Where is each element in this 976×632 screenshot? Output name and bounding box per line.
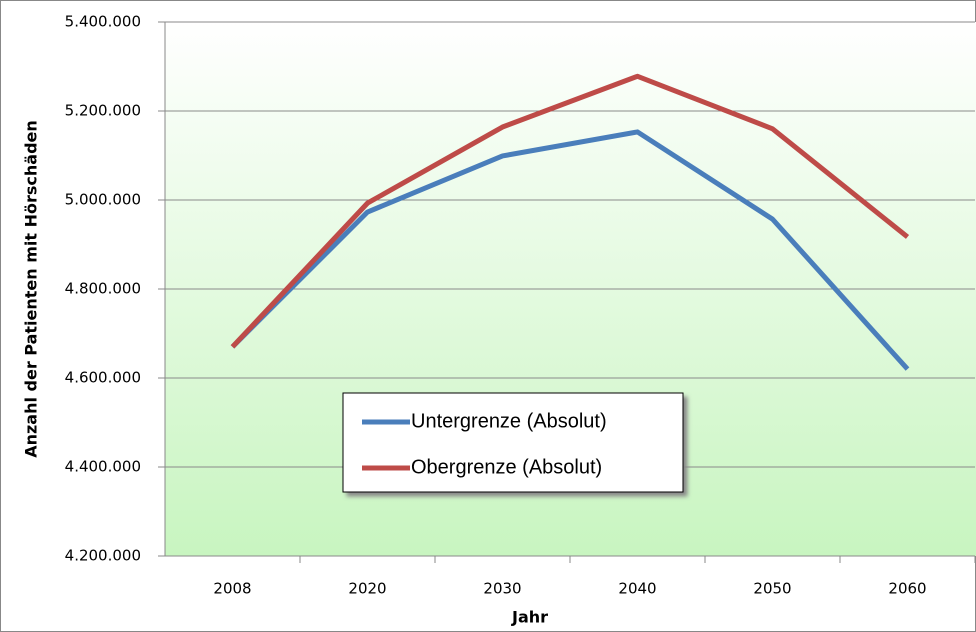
legend-label: Untergrenze (Absolut) (411, 410, 607, 432)
series-line (230, 73, 910, 349)
x-tick-label: 2008 (213, 580, 251, 598)
legend-box (342, 392, 684, 493)
y-tick-label: 5.400.000 (65, 13, 141, 31)
y-tick-label: 4.600.000 (65, 369, 141, 387)
x-tick-label: 2060 (888, 580, 926, 598)
x-tick-label: 2040 (618, 580, 656, 598)
y-axis-label: Anzahl der Patienten mit Hörschäden (22, 120, 41, 458)
legend: Untergrenze (Absolut) Obergrenze (Absolut… (342, 392, 684, 493)
y-tick-label: 4.200.000 (65, 547, 141, 565)
x-tick-label: 2030 (483, 580, 521, 598)
series-line (230, 129, 910, 371)
y-tick-label: 4.800.000 (65, 280, 141, 298)
y-tick-label: 5.000.000 (65, 191, 141, 209)
x-axis-label: Jahr (511, 608, 548, 627)
legend-label: Obergrenze (Absolut) (411, 456, 602, 478)
x-tick-label: 2050 (753, 580, 791, 598)
x-tick-label: 2020 (348, 580, 386, 598)
y-tick-label: 4.400.000 (65, 458, 141, 476)
y-tick-label: 5.200.000 (65, 102, 141, 120)
